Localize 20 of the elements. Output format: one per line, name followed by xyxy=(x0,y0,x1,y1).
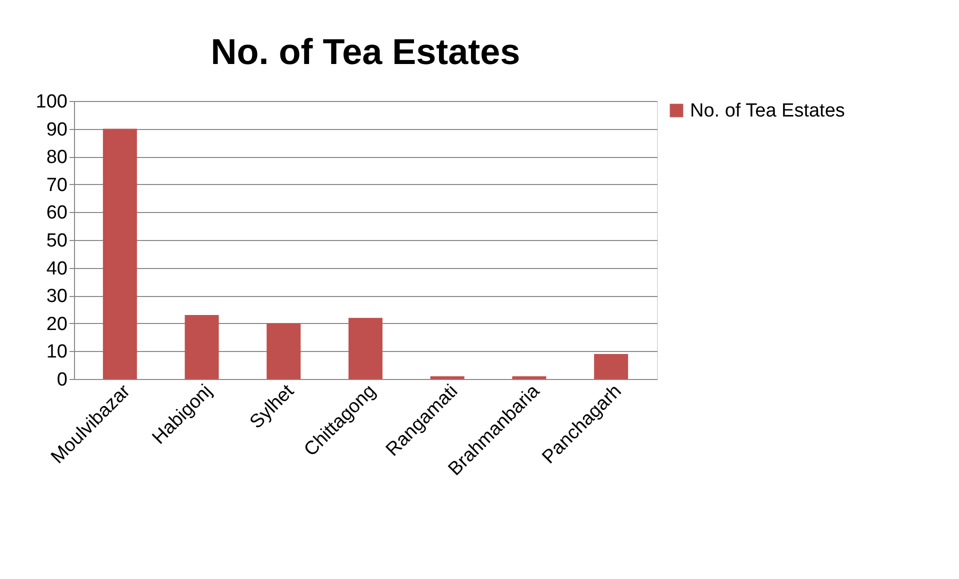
y-tick-label: 30 xyxy=(46,286,68,308)
chart-title: No. of Tea Estates xyxy=(210,31,520,72)
y-tick-label: 0 xyxy=(56,370,68,390)
y-tick-label: 80 xyxy=(46,147,68,168)
bar xyxy=(594,354,628,379)
y-tick-label: 90 xyxy=(46,119,68,140)
bar xyxy=(348,318,382,379)
y-tick-label: 50 xyxy=(46,230,68,252)
legend-label: No. of Tea Estates xyxy=(690,100,845,122)
y-tick-label: 70 xyxy=(46,174,68,196)
y-tick-label: 100 xyxy=(36,92,68,112)
y-tick-label: 20 xyxy=(46,314,68,335)
bar xyxy=(266,323,301,379)
bar xyxy=(184,315,219,379)
y-tick-label: 10 xyxy=(46,342,68,363)
bar xyxy=(102,128,137,379)
y-tick-label: 60 xyxy=(46,202,68,224)
y-tick-label: 40 xyxy=(46,258,68,280)
bar xyxy=(512,376,546,379)
bar xyxy=(430,376,464,379)
